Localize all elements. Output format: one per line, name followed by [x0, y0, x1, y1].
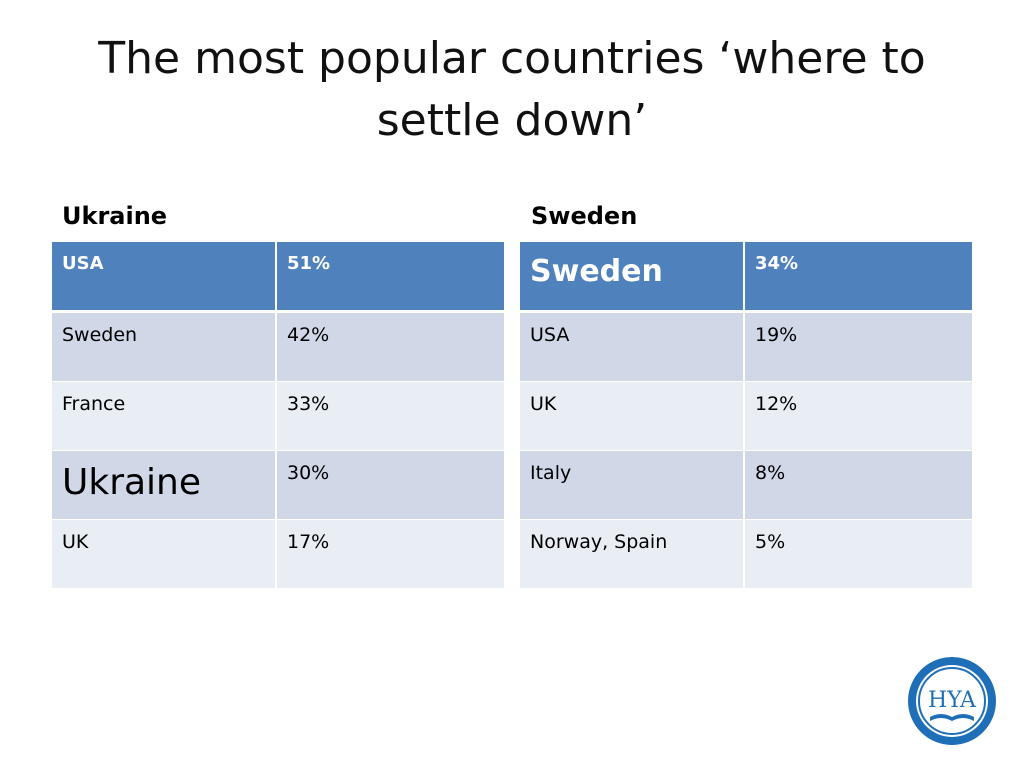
- table-cell-country: UK: [520, 382, 745, 450]
- page-title: The most popular countries ‘where to set…: [98, 33, 926, 146]
- ukraine-table: USA 51% Sweden 42% France 33% Ukraine 30…: [52, 242, 504, 588]
- table-cell-country: Sweden: [520, 242, 745, 310]
- table-cell-value: 33%: [287, 393, 330, 415]
- table-cell-value: 12%: [755, 393, 798, 415]
- logo-letters: HYA: [928, 688, 977, 713]
- table-cell-value: 17%: [287, 531, 330, 553]
- table-row: Italy 8%: [520, 450, 972, 519]
- table-cell-value: 8%: [755, 462, 786, 484]
- table-cell-value: 34%: [755, 253, 799, 274]
- table-cell-value: 30%: [287, 462, 330, 484]
- table-cell-country: Ukraine: [52, 451, 277, 519]
- table-cell-country: USA: [52, 242, 277, 310]
- table-row: UK 17%: [52, 519, 504, 588]
- book-icon: [930, 714, 974, 721]
- table-cell-country: France: [52, 382, 277, 450]
- table-cell-value: 19%: [755, 324, 798, 346]
- table-row: UK 12%: [520, 381, 972, 450]
- table-cell-value: 42%: [287, 324, 330, 346]
- table-cell-country: Italy: [520, 451, 745, 519]
- table-heading-sweden: Sweden: [531, 202, 638, 230]
- table-row: Sweden 42%: [52, 312, 504, 381]
- table-row: Norway, Spain 5%: [520, 519, 972, 588]
- table-heading-ukraine: Ukraine: [62, 202, 168, 230]
- table-cell-country: UK: [52, 520, 277, 588]
- table-cell-country: USA: [520, 313, 745, 381]
- table-row: USA 51%: [52, 242, 504, 312]
- table-row: France 33%: [52, 381, 504, 450]
- table-row: Ukraine 30%: [52, 450, 504, 519]
- logo-inner-ring: [918, 667, 986, 735]
- table-row: Sweden 34%: [520, 242, 972, 312]
- table-row: USA 19%: [520, 312, 972, 381]
- hya-logo: HYA: [908, 657, 996, 745]
- table-cell-country: Sweden: [52, 313, 277, 381]
- table-cell-country: Norway, Spain: [520, 520, 745, 588]
- sweden-table: Sweden 34% USA 19% UK 12% Italy 8% Norwa…: [520, 242, 972, 588]
- table-cell-value: 5%: [755, 531, 786, 553]
- table-cell-value: 51%: [287, 253, 331, 274]
